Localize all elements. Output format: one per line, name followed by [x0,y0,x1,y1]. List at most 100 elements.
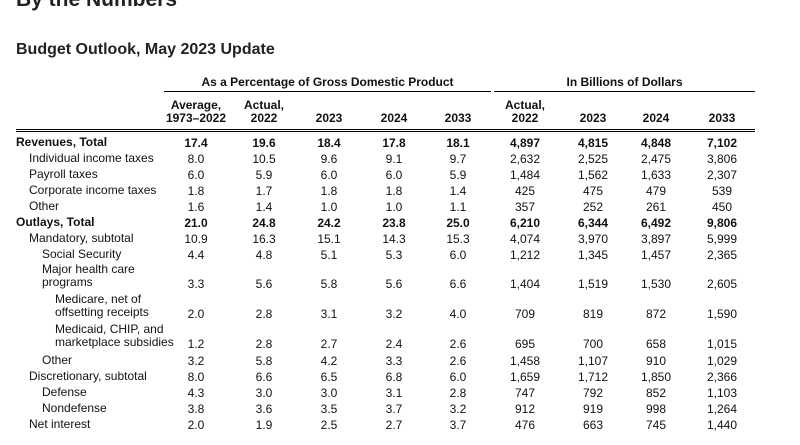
row-label: Corporate income taxes [29,183,157,197]
table-cell: 1.9 [255,418,273,432]
column-header-label: 2033 [708,111,736,125]
table-cell: 4.4 [187,248,205,262]
row-label: Medicaid, CHIP, and marketplace subsidie… [55,322,174,349]
column-header: 2024 [618,97,694,125]
table-cell: 1.8 [320,184,338,198]
column-header: 2023 [555,97,631,125]
table-cell: 3.3 [385,354,403,368]
table-cell: 3.2 [187,354,205,368]
table-cell: 4.8 [255,248,273,262]
header-rule [16,129,755,130]
table-cell: 24.2 [317,216,341,230]
table-cell: 910 [645,354,667,368]
table-row: Medicaid, CHIP, and marketplace subsidie… [0,323,800,353]
table-cell: 5.9 [255,168,273,182]
column-header: 2023 [291,97,367,125]
group-header-billions: In Billions of Dollars [566,75,683,89]
table-cell: 663 [582,418,604,432]
table-row: Defense 4.3 3.0 3.0 3.1 2.8 747 792 852 1,103 [0,385,800,401]
table-cell: 1,457 [640,248,672,262]
table-cell: 2,605 [706,277,738,291]
table-cell: 5.6 [385,277,403,291]
table-row: Medicare, net of offsetting receipts 2.0 2… [0,293,800,323]
row-label: Medicare, net of offsetting receipts [55,292,149,319]
table-cell: 3.6 [255,402,273,416]
table-cell: 9.1 [385,152,403,166]
table-cell: 3,897 [640,232,672,246]
table-cell: 658 [645,337,667,351]
table-cell: 1,659 [509,370,541,384]
table-cell: 3,970 [577,232,609,246]
table-cell: 3.8 [187,402,205,416]
table-cell: 1,345 [577,248,609,262]
column-header-label: Actual, 2022 [504,98,545,125]
table-cell: 5.8 [320,277,338,291]
table-row: Other 1.6 1.4 1.0 1.0 1.1 357 252 261 450 [0,199,800,215]
table-cell: 15.3 [446,232,470,246]
row-label: Defense [42,385,87,399]
table-cell: 4,897 [509,136,541,150]
table-cell: 6.0 [187,168,205,182]
column-header-label: 2023 [579,111,607,125]
row-label: Revenues, Total [16,135,108,149]
table-cell: 2,632 [509,152,541,166]
row-label: Mandatory, subtotal [29,231,134,245]
table-cell: 9.6 [320,152,338,166]
table-cell: 1.2 [187,337,205,351]
table-cell: 1,519 [577,277,609,291]
table-cell: 2.6 [449,354,467,368]
table-row: Major health care programs 3.3 5.6 5.8 5.6 6.… [0,263,800,293]
row-label: Discretionary, subtotal [29,369,147,383]
table-cell: 852 [645,386,667,400]
table-cell: 6,210 [509,216,541,230]
table-cell: 3.2 [385,307,403,321]
row-label: Individual income taxes [29,151,154,165]
table-cell: 479 [645,184,667,198]
table-cell: 2.5 [320,418,338,432]
table-cell: 2.4 [385,337,403,351]
column-header-label: 2024 [380,111,408,125]
table-cell: 709 [514,307,536,321]
table-cell: 1,562 [577,168,609,182]
table-cell: 4,848 [640,136,672,150]
table-cell: 17.8 [382,136,406,150]
table-cell: 6,344 [577,216,609,230]
table-cell: 5.9 [449,168,467,182]
row-label: Net interest [29,417,91,431]
table-cell: 3.7 [385,402,403,416]
table-cell: 4,815 [577,136,609,150]
table-cell: 2.8 [449,386,467,400]
table-cell: 9,806 [706,216,738,230]
table-cell: 695 [514,337,536,351]
table-cell: 8.0 [187,370,205,384]
table-cell: 23.8 [382,216,406,230]
table-cell: 4.2 [320,354,338,368]
table-cell: 2,365 [706,248,738,262]
table-cell: 1,404 [509,277,541,291]
table-cell: 6.0 [449,248,467,262]
table-row: Outlays, Total 21.0 24.8 24.2 23.8 25.0 6,210 6… [0,215,800,231]
table-cell: 3.7 [449,418,467,432]
table-cell: 1,264 [706,402,738,416]
table-cell: 2.8 [255,337,273,351]
column-header-label: 2024 [642,111,670,125]
table-cell: 450 [711,200,733,214]
table-cell: 2.8 [255,307,273,321]
table-cell: 17.4 [184,136,208,150]
table-cell: 1,029 [706,354,738,368]
table-cell: 3.0 [320,386,338,400]
table-cell: 16.3 [252,232,276,246]
table-cell: 252 [582,200,604,214]
table-cell: 1.8 [385,184,403,198]
column-header-label: Average, 1973–2022 [165,98,227,125]
table-cell: 3.3 [187,277,205,291]
column-header: 2024 [356,97,432,125]
table-cell: 1,590 [706,307,738,321]
table-cell: 5.1 [320,248,338,262]
table-row: Social Security 4.4 4.8 5.1 5.3 6.0 1,212 1,345… [0,247,800,263]
table-cell: 1,712 [577,370,609,384]
table-cell: 745 [645,418,667,432]
table-row: Payroll taxes 6.0 5.9 6.0 6.0 5.9 1,484 1,562 1,… [0,167,800,183]
table-cell: 15.1 [317,232,341,246]
table-row: Other 3.2 5.8 4.2 3.3 2.6 1,458 1,107 910 1,029 [0,353,800,369]
